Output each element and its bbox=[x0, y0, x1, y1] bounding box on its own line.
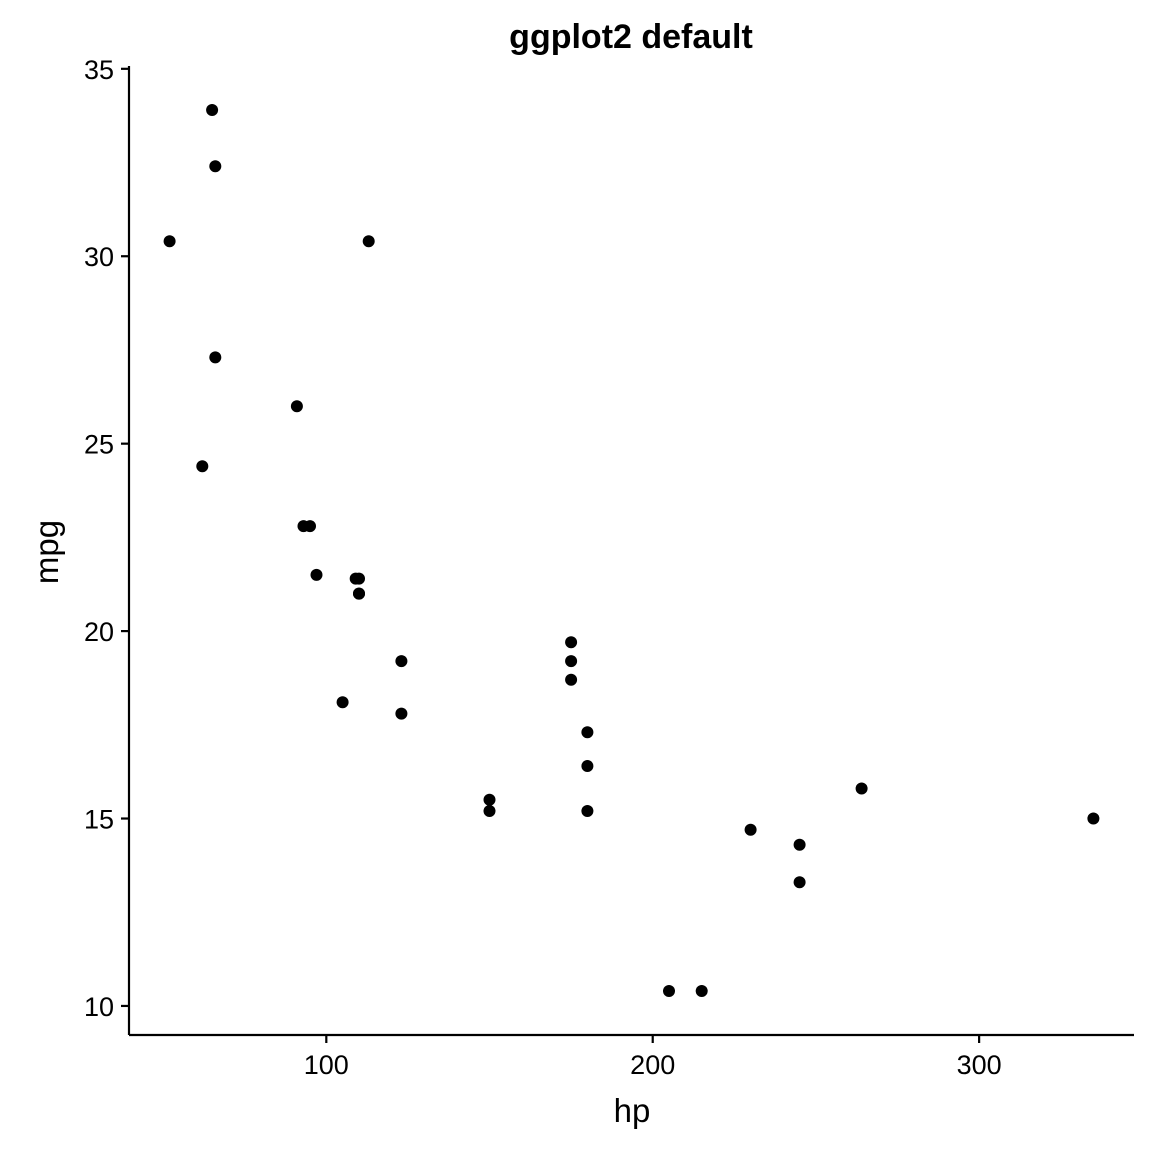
data-point bbox=[304, 520, 316, 533]
data-point bbox=[349, 572, 362, 585]
data-point bbox=[395, 707, 408, 720]
data-point bbox=[581, 805, 594, 817]
data-point bbox=[362, 235, 375, 248]
y-tick-label: 35 bbox=[84, 55, 114, 85]
data-point bbox=[565, 655, 578, 668]
data-point bbox=[163, 235, 176, 248]
data-point bbox=[793, 876, 806, 889]
data-point bbox=[206, 104, 219, 116]
data-point bbox=[1087, 812, 1100, 825]
data-point bbox=[483, 793, 496, 806]
data-point bbox=[855, 782, 868, 795]
data-point bbox=[310, 568, 323, 581]
data-point bbox=[663, 985, 675, 997]
x-axis-ticks: 100 200 300 bbox=[304, 1035, 1002, 1080]
data-point bbox=[581, 760, 594, 772]
y-tick-label: 10 bbox=[84, 992, 114, 1022]
y-axis-title: mpg bbox=[28, 520, 65, 584]
data-point bbox=[395, 655, 408, 668]
data-point bbox=[353, 587, 365, 600]
data-point bbox=[290, 400, 303, 413]
data-point bbox=[336, 696, 349, 709]
x-tick-label: 300 bbox=[957, 1050, 1002, 1080]
data-points bbox=[163, 104, 1100, 997]
data-point bbox=[209, 160, 222, 173]
data-point bbox=[695, 985, 708, 997]
y-tick-label: 25 bbox=[84, 430, 114, 460]
y-axis-ticks: 10 15 20 25 30 35 bbox=[84, 55, 129, 1022]
x-tick-label: 100 bbox=[304, 1050, 349, 1080]
data-point bbox=[744, 823, 757, 836]
x-tick-label: 200 bbox=[630, 1050, 675, 1080]
data-point bbox=[196, 460, 209, 473]
chart-title: ggplot2 default bbox=[509, 18, 753, 56]
y-tick-label: 15 bbox=[84, 805, 114, 835]
data-point bbox=[581, 726, 594, 739]
y-tick-label: 20 bbox=[84, 617, 114, 647]
y-tick-label: 30 bbox=[84, 242, 114, 272]
data-point bbox=[209, 351, 222, 364]
data-point bbox=[565, 636, 578, 649]
data-point bbox=[793, 838, 806, 851]
data-point bbox=[483, 805, 496, 817]
data-point bbox=[565, 673, 578, 686]
x-axis-title: hp bbox=[614, 1092, 651, 1129]
